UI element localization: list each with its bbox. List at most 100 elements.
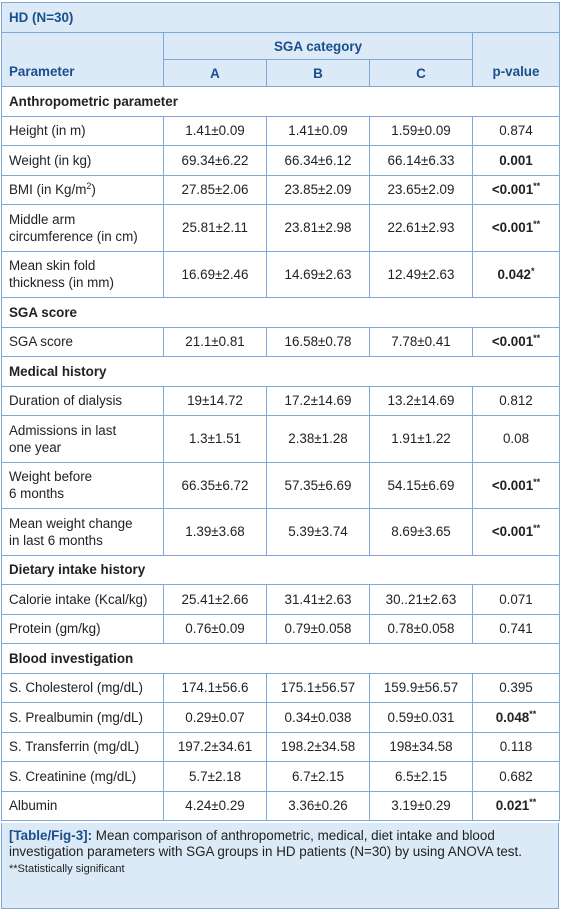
row-label-text: Albumin: [9, 798, 58, 814]
table-row: Weight (in kg) 69.34±6.22 66.34±6.12 66.14±…: [1, 145, 560, 176]
sga-category-header: SGA category: [163, 32, 473, 60]
table-row: S. Transferrin (mg/dL) 197.2±34.61 198.2±3…: [1, 731, 560, 762]
value-cell-a: 27.85±2.06: [163, 174, 267, 205]
value-cell-c: 6.5±2.15: [369, 761, 473, 792]
value-cell-c: 159.9±56.57: [369, 672, 473, 703]
table-row: Calorie intake (Kcal/kg) 25.41±2.66 31.41±…: [1, 584, 560, 615]
p-value-text: 0.812: [499, 393, 533, 409]
row-label-text: Duration of dialysis: [9, 393, 123, 409]
row-label: Weight before 6 months: [1, 461, 164, 509]
row-label: Weight (in kg): [1, 145, 164, 176]
pvalue-column-header: p-value: [472, 32, 560, 87]
row-label: Mean weight change in last 6 months: [1, 508, 164, 556]
table-row: Duration of dialysis 19±14.72 17.2±14.69 13…: [1, 385, 560, 416]
row-label-text: circumference (in cm): [9, 228, 138, 244]
value-cell-c: 0.78±0.058: [369, 613, 473, 644]
results-table: HD (N=30) Parameter SGA category p-value…: [1, 2, 560, 821]
row-label: S. Prealbumin (mg/dL): [1, 702, 164, 733]
value-cell-b: 57.35±6.69: [266, 461, 370, 509]
table-row: SGA score 21.1±0.81 16.58±0.78 7.78±0.41 <0.…: [1, 326, 560, 357]
p-value-cell: <0.001**: [472, 204, 560, 252]
value-cell-a: 4.24±0.29: [163, 790, 267, 821]
row-label: Height (in m): [1, 115, 164, 146]
value-cell-b: 5.39±3.74: [266, 508, 370, 556]
column-b-header: B: [266, 59, 370, 87]
p-value-cell: 0.001: [472, 145, 560, 176]
value-cell-c: 22.61±2.93: [369, 204, 473, 252]
significance-marker: **: [529, 708, 537, 719]
section-heading: Blood investigation: [1, 643, 560, 674]
value-cell-a: 0.29±0.07: [163, 702, 267, 733]
p-value-cell: 0.042*: [472, 250, 560, 298]
p-value-cell: 0.874: [472, 115, 560, 146]
caption-label: [Table/Fig-3]:: [9, 828, 93, 843]
row-label: S. Transferrin (mg/dL): [1, 731, 164, 762]
row-label-text: S. Prealbumin (mg/dL): [9, 709, 143, 725]
table-row: Height (in m) 1.41±0.09 1.41±0.09 1.59±0.09…: [1, 115, 560, 146]
p-value-cell: 0.395: [472, 672, 560, 703]
row-label: S. Creatinine (mg/dL): [1, 761, 164, 792]
p-value-cell: 0.021**: [472, 790, 560, 821]
p-value-text: 0.08: [502, 431, 530, 447]
row-label: S. Cholesterol (mg/dL): [1, 672, 164, 703]
value-cell-a: 66.35±6.72: [163, 461, 267, 509]
significance-marker: **: [533, 523, 541, 534]
value-cell-a: 1.39±3.68: [163, 508, 267, 556]
value-cell-a: 19±14.72: [163, 385, 267, 416]
p-value-cell: 0.071: [472, 584, 560, 615]
p-value-text: <0.001: [491, 334, 534, 350]
row-label-text: Mean weight change: [9, 515, 133, 531]
row-label-text: SGA score: [9, 334, 74, 350]
row-label: BMI (in Kg/m2): [1, 174, 164, 205]
significance-marker: **: [533, 333, 541, 344]
row-label-text: Weight before: [9, 469, 93, 485]
value-cell-c: 13.2±14.69: [369, 385, 473, 416]
p-value-text: 0.042: [497, 266, 531, 282]
row-label: Albumin: [1, 790, 164, 821]
section-heading: Medical history: [1, 356, 560, 387]
significance-marker: *: [531, 265, 535, 276]
value-cell-a: 1.41±0.09: [163, 115, 267, 146]
row-label: Admissions in last one year: [1, 415, 164, 463]
row-label-text: S. Cholesterol (mg/dL): [9, 680, 143, 696]
p-value-cell: 0.741: [472, 613, 560, 644]
value-cell-b: 23.81±2.98: [266, 204, 370, 252]
row-label-text: thickness (in mm): [9, 275, 114, 291]
value-cell-c: 66.14±6.33: [369, 145, 473, 176]
table-title: HD (N=30): [1, 2, 560, 33]
value-cell-a: 174.1±56.6: [163, 672, 267, 703]
section-heading: Dietary intake history: [1, 554, 560, 585]
value-cell-b: 1.41±0.09: [266, 115, 370, 146]
value-cell-c: 198±34.58: [369, 731, 473, 762]
value-cell-a: 197.2±34.61: [163, 731, 267, 762]
row-label: Protein (gm/kg): [1, 613, 164, 644]
value-cell-a: 25.41±2.66: [163, 584, 267, 615]
table-row: Albumin 4.24±0.29 3.36±0.26 3.19±0.29 0.021*…: [1, 790, 560, 821]
p-value-text: 0.021: [495, 798, 530, 814]
p-value-text: 0.682: [499, 768, 533, 784]
value-cell-a: 16.69±2.46: [163, 250, 267, 298]
value-cell-b: 3.36±0.26: [266, 790, 370, 821]
value-cell-c: 3.19±0.29: [369, 790, 473, 821]
row-label-text: Weight (in kg): [9, 152, 92, 168]
p-value-cell: 0.812: [472, 385, 560, 416]
row-label-text: BMI (in Kg/m: [9, 182, 87, 198]
value-cell-b: 198.2±34.58: [266, 731, 370, 762]
table-row: Admissions in last one year 1.3±1.51 2.38±1…: [1, 415, 560, 463]
row-label-text: 6 months: [9, 486, 65, 502]
table-caption: [Table/Fig-3]: Mean comparison of anthro…: [1, 823, 559, 909]
row-label-text: Mean skin fold: [9, 258, 96, 274]
value-cell-a: 69.34±6.22: [163, 145, 267, 176]
value-cell-a: 25.81±2.11: [163, 204, 267, 252]
value-cell-c: 1.59±0.09: [369, 115, 473, 146]
value-cell-c: 30..21±2.63: [369, 584, 473, 615]
row-label-text: Height (in m): [9, 123, 86, 139]
p-value-text: 0.071: [499, 591, 533, 607]
row-label-text: ): [91, 182, 96, 198]
row-label: Mean skin fold thickness (in mm): [1, 250, 164, 298]
row-label: Duration of dialysis: [1, 385, 164, 416]
table-row: Mean weight change in last 6 months 1.39±3…: [1, 508, 560, 556]
significance-marker: **: [529, 797, 537, 808]
p-value-cell: <0.001**: [472, 326, 560, 357]
p-value-cell: 0.048**: [472, 702, 560, 733]
